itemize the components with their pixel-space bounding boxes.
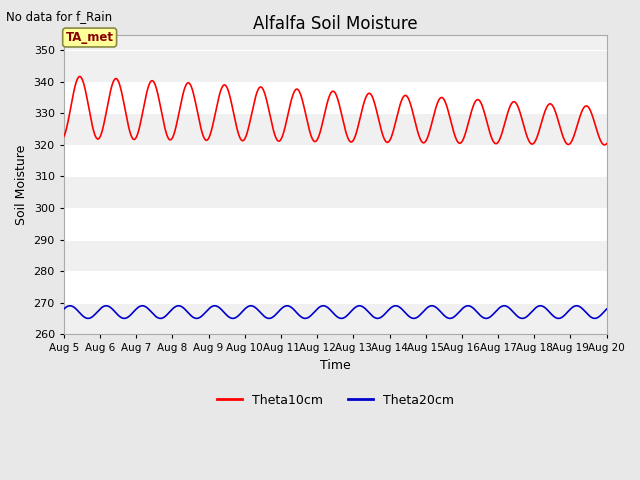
Y-axis label: Soil Moisture: Soil Moisture: [15, 144, 28, 225]
Text: No data for f_Rain: No data for f_Rain: [6, 10, 113, 23]
Bar: [64, 208, 607, 240]
X-axis label: Time: Time: [320, 359, 351, 372]
Bar: [64, 145, 607, 177]
Legend: Theta10cm, Theta20cm: Theta10cm, Theta20cm: [212, 389, 459, 412]
Bar: [64, 82, 607, 113]
Bar: [64, 271, 607, 302]
Text: TA_met: TA_met: [66, 31, 114, 44]
Title: Alfalfa Soil Moisture: Alfalfa Soil Moisture: [253, 15, 417, 33]
